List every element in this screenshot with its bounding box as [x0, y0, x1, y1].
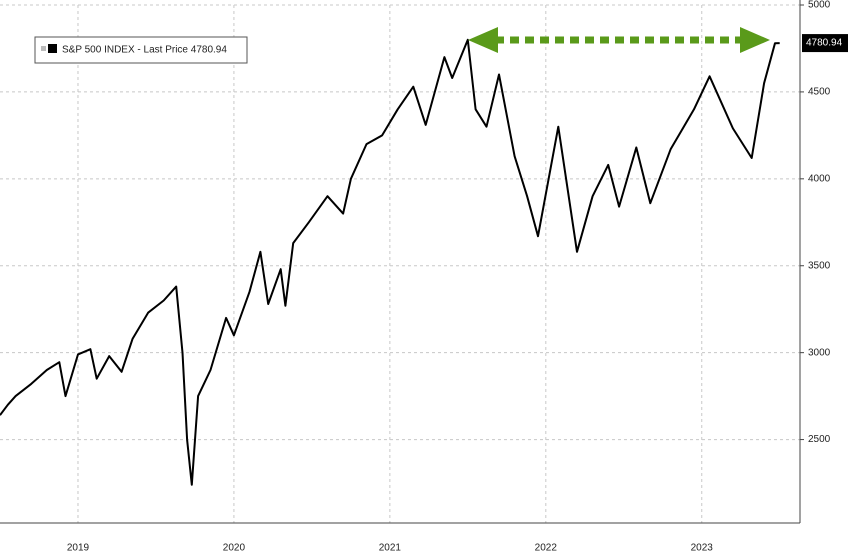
- annotation-arrow: [468, 27, 770, 53]
- y-tick-label: 3500: [808, 260, 831, 271]
- x-tick-label: 2020: [223, 543, 246, 554]
- legend-label: S&P 500 INDEX - Last Price 4780.94: [62, 45, 227, 56]
- legend: S&P 500 INDEX - Last Price 4780.94: [34, 36, 248, 64]
- x-tick-label: 2019: [67, 543, 90, 554]
- x-tick-label: 2022: [535, 543, 558, 554]
- x-tick-label: 2021: [379, 543, 402, 554]
- last-price-tag: [802, 34, 848, 53]
- y-tick-label: 4500: [808, 87, 831, 98]
- y-tick-label: 3000: [808, 347, 831, 358]
- last-price-label: 4780.94: [806, 38, 843, 49]
- legend-icon: [41, 46, 46, 51]
- y-tick-label: 4000: [808, 173, 831, 184]
- price-line: [0, 38, 780, 486]
- grid: [0, 4, 800, 523]
- legend-swatch: [48, 44, 57, 53]
- x-tick-label: 2023: [691, 543, 714, 554]
- y-tick-label: 2500: [808, 434, 831, 445]
- y-tick-label: 5000: [808, 0, 831, 11]
- plot: [0, 38, 780, 486]
- legend-box: [34, 36, 248, 64]
